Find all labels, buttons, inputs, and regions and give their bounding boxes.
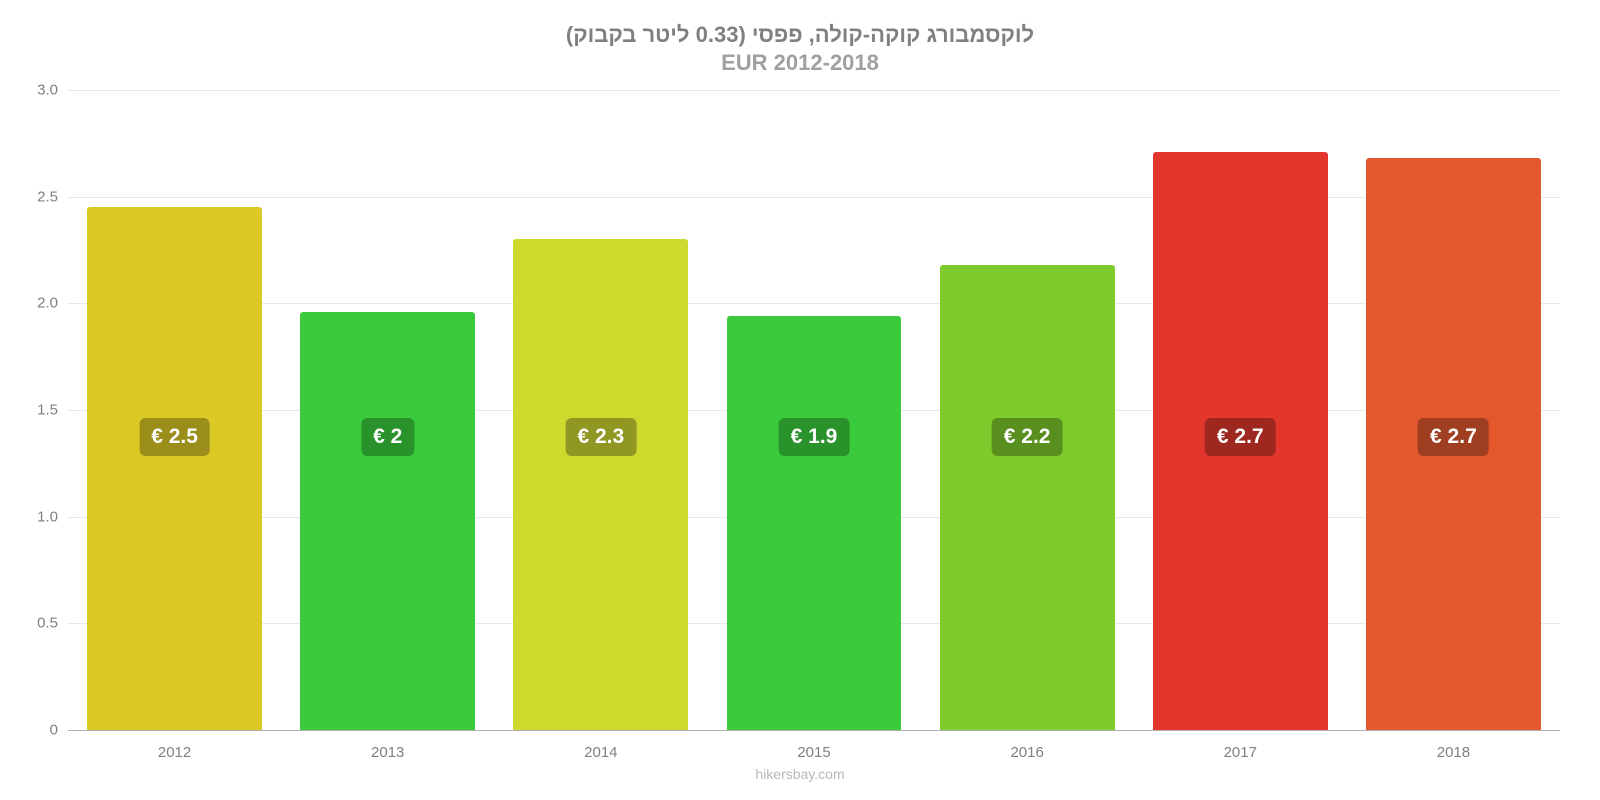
xtick-label: 2016 [1010,730,1043,761]
xtick-label: 2017 [1224,730,1257,761]
bar: € 2 [300,312,475,730]
xtick-label: 2015 [797,730,830,761]
bar-value-label: € 2.2 [992,418,1063,456]
chart-container: לוקסמבורג קוקה-קולה, פפסי (0.33 ליטר בקב… [0,0,1600,800]
bars-group: € 2.5 € 2 € 2.3 € 1.9 € 2.2 € 2.7 € 2.7 [68,90,1560,730]
chart-subtitle: EUR 2012-2018 [0,50,1600,76]
attribution: hikersbay.com [0,766,1600,782]
bar: € 1.9 [727,316,902,730]
plot-area: 00.51.01.52.02.53.0 € 2.5€ 2€ 2.3€ 1.9€ … [68,90,1560,730]
ytick-label: 2.0 [37,295,68,312]
ytick-label: 0.5 [37,615,68,632]
bar: € 2.2 [940,265,1115,730]
bar: € 2.7 [1153,152,1328,730]
ytick-label: 0 [50,722,68,739]
xtick-label: 2013 [371,730,404,761]
baseline [68,730,1560,731]
chart-title: לוקסמבורג קוקה-קולה, פפסי (0.33 ליטר בקב… [0,22,1600,48]
bar: € 2.5 [87,207,262,730]
bar-value-label: € 2.3 [565,418,636,456]
bar-value-label: € 2.5 [139,418,210,456]
bar: € 2.3 [513,239,688,730]
bar: € 2.7 [1366,158,1541,730]
ytick-label: 1.5 [37,402,68,419]
ytick-label: 1.0 [37,508,68,525]
ytick-label: 2.5 [37,188,68,205]
xtick-label: 2014 [584,730,617,761]
bar-value-label: € 2.7 [1205,418,1276,456]
bar-value-label: € 2 [361,418,414,456]
bar-value-label: € 2.7 [1418,418,1489,456]
xtick-label: 2018 [1437,730,1470,761]
chart-title-block: לוקסמבורג קוקה-קולה, פפסי (0.33 ליטר בקב… [0,22,1600,76]
xtick-label: 2012 [158,730,191,761]
ytick-label: 3.0 [37,82,68,99]
bar-value-label: € 1.9 [779,418,850,456]
